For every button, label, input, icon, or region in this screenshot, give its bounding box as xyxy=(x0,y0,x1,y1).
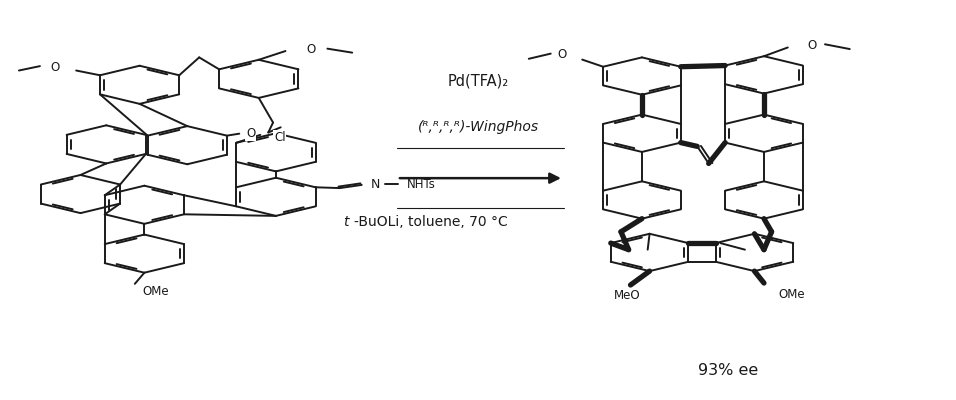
Text: (ᴿ,ᴿ,ᴿ,ᴿ)-WingPhos: (ᴿ,ᴿ,ᴿ,ᴿ)-WingPhos xyxy=(418,120,538,134)
Text: Pd(TFA)₂: Pd(TFA)₂ xyxy=(447,73,509,88)
Text: O: O xyxy=(307,43,315,56)
Text: O: O xyxy=(246,127,255,140)
Text: OMe: OMe xyxy=(778,288,805,301)
Text: t: t xyxy=(343,215,348,229)
Text: 93% ee: 93% ee xyxy=(698,362,758,378)
Text: -BuOLi, toluene, 70 °C: -BuOLi, toluene, 70 °C xyxy=(354,215,508,229)
Text: MeO: MeO xyxy=(614,289,641,302)
Text: N: N xyxy=(370,178,380,191)
Text: O: O xyxy=(807,38,816,52)
Text: Cl: Cl xyxy=(274,131,286,144)
Text: NHTs: NHTs xyxy=(406,178,435,191)
Text: O: O xyxy=(557,48,567,61)
Text: O: O xyxy=(51,61,60,74)
Text: OMe: OMe xyxy=(142,285,169,298)
